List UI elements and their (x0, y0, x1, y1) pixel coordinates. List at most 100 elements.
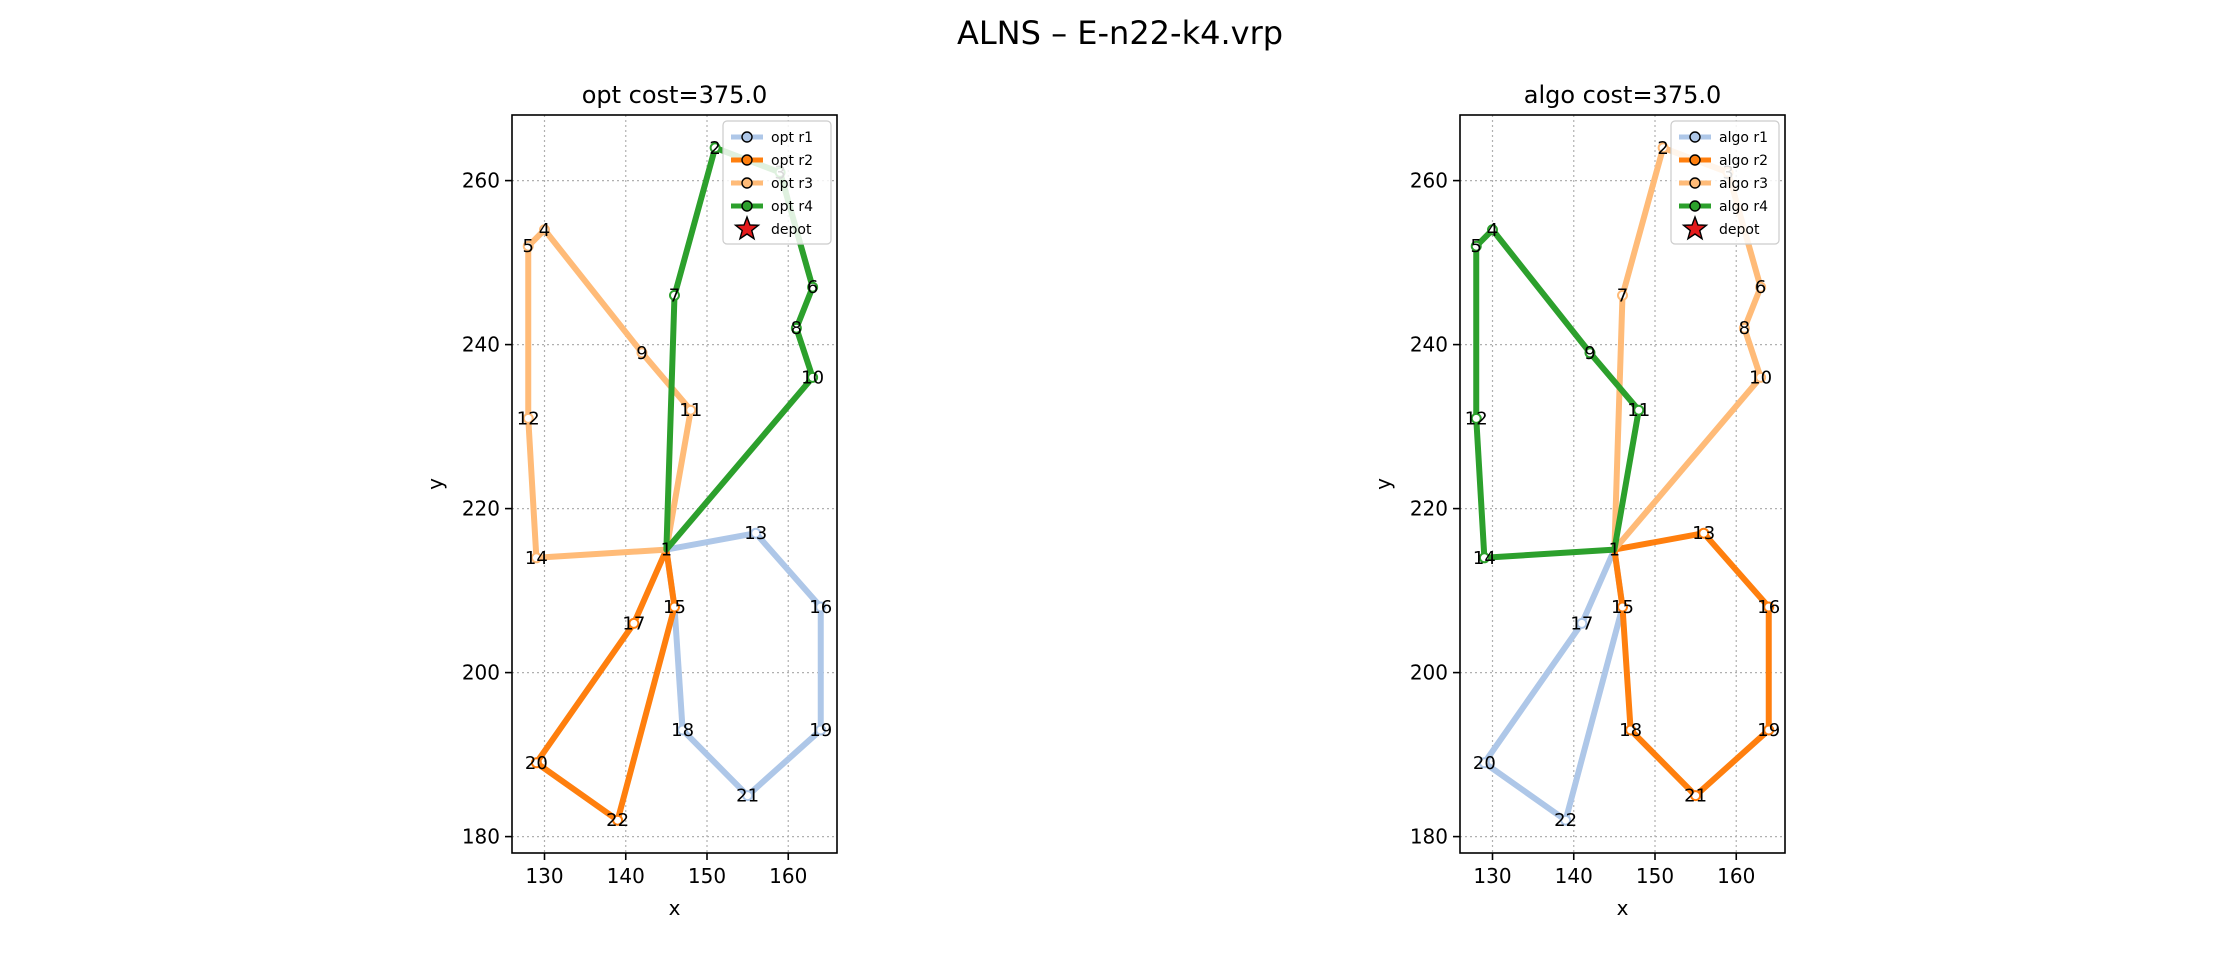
node-label: 20 (1473, 753, 1496, 774)
node-label: 10 (801, 367, 824, 388)
x-tick-label: 140 (1555, 864, 1593, 888)
node-point (709, 142, 721, 154)
node-point (669, 601, 680, 613)
route-line-r1 (1481, 546, 1626, 824)
legend: algo r1 algo r2 algo r3 algo r4 depot (1670, 120, 1780, 245)
route-line-r2 (533, 546, 678, 824)
y-tick-label: 200 (462, 661, 500, 685)
node-point (1560, 814, 1572, 826)
legend-label: opt r2 (771, 153, 813, 169)
node-label: 12 (1465, 408, 1488, 429)
node-label: 20 (525, 753, 548, 774)
route-line-r2 (1611, 530, 1772, 799)
node-point (539, 224, 550, 236)
panel-title: opt cost=375.0 (582, 81, 768, 109)
y-tick-label: 240 (1410, 333, 1448, 357)
node-label: 17 (1570, 613, 1593, 634)
legend-label: opt r4 (771, 199, 813, 215)
node-label: 9 (636, 343, 647, 364)
node-label: 16 (809, 597, 832, 618)
legend-marker (741, 200, 753, 212)
legend-marker (741, 177, 753, 189)
y-tick-label: 180 (1410, 825, 1448, 849)
legend-box (1670, 120, 1780, 245)
node-point (1478, 757, 1490, 769)
legend-marker (741, 154, 753, 166)
node-label: 17 (622, 613, 645, 634)
node-label: 7 (1617, 285, 1628, 306)
legend: opt r1 opt r2 opt r3 opt r4 depot (722, 120, 832, 245)
y-axis-label: y (1371, 478, 1395, 490)
node-label: 19 (1757, 720, 1780, 741)
node-point (1698, 527, 1710, 539)
node-label: 7 (669, 285, 680, 306)
node-point (685, 404, 697, 416)
node-point (677, 724, 689, 736)
node-label: 4 (1487, 220, 1498, 241)
panels: 1234567891011121314151617181920212213014… (423, 81, 1786, 920)
y-tick-label: 180 (462, 825, 500, 849)
node-point (1584, 347, 1596, 359)
axes-frame (511, 114, 838, 854)
legend-label: depot (771, 222, 812, 238)
node-label: 1 (661, 540, 672, 561)
y-tick-label: 260 (1410, 169, 1448, 193)
node-point (750, 527, 762, 539)
node-point (790, 322, 802, 334)
node-label: 8 (1739, 318, 1750, 339)
legend-marker (1689, 177, 1701, 189)
node-point (1763, 601, 1775, 613)
node-label: 5 (1471, 236, 1482, 257)
node-label: 19 (809, 720, 832, 741)
legend-depot-star-icon (1681, 214, 1709, 241)
node-point (815, 724, 827, 736)
node-point (1576, 617, 1588, 629)
node-label: 15 (663, 597, 686, 618)
x-tick-label: 140 (607, 864, 645, 888)
node-point (636, 347, 648, 359)
y-tick-label: 220 (462, 497, 500, 521)
node-label: 1 (1609, 540, 1620, 561)
figure-title: ALNS – E-n22-k4.vrp (957, 14, 1283, 52)
node-label: 22 (1554, 810, 1577, 831)
node-point (1738, 322, 1750, 334)
node-point (1633, 404, 1645, 416)
node-point (807, 281, 819, 293)
legend-depot-star-icon (733, 214, 761, 241)
node-label: 11 (679, 400, 702, 421)
node-point (1487, 224, 1498, 236)
x-tick-label: 130 (1473, 864, 1511, 888)
node-point (1755, 281, 1767, 293)
axes-frame (1459, 114, 1786, 854)
node-point (612, 814, 624, 826)
node-label: 21 (1684, 786, 1707, 807)
node-label: 5 (523, 236, 534, 257)
node-label: 8 (791, 318, 802, 339)
node-point (1470, 240, 1482, 252)
node-point (669, 289, 680, 301)
x-axis-label: x (1617, 896, 1629, 920)
x-tick-label: 130 (525, 864, 563, 888)
node-label: 11 (1627, 400, 1650, 421)
node-point (807, 371, 819, 383)
legend-label: algo r1 (1719, 130, 1768, 146)
node-point (522, 412, 534, 424)
legend-box (722, 120, 832, 245)
legend-marker (741, 131, 753, 143)
legend-label: opt r3 (771, 176, 813, 192)
node-label: 14 (525, 548, 548, 569)
x-axis-label: x (669, 896, 681, 920)
x-tick-label: 160 (769, 864, 807, 888)
node-point (1763, 724, 1775, 736)
y-tick-label: 260 (462, 169, 500, 193)
panel-title: algo cost=375.0 (1524, 81, 1722, 109)
legend-label: algo r2 (1719, 153, 1768, 169)
y-axis-label: y (423, 478, 447, 490)
node-label: 6 (1755, 277, 1766, 298)
node-label: 22 (606, 810, 629, 831)
node-label: 18 (671, 720, 694, 741)
node-point (1755, 371, 1767, 383)
panel-2: 1234567891011121314151617181920212213014… (1371, 81, 1786, 920)
y-tick-label: 220 (1410, 497, 1448, 521)
